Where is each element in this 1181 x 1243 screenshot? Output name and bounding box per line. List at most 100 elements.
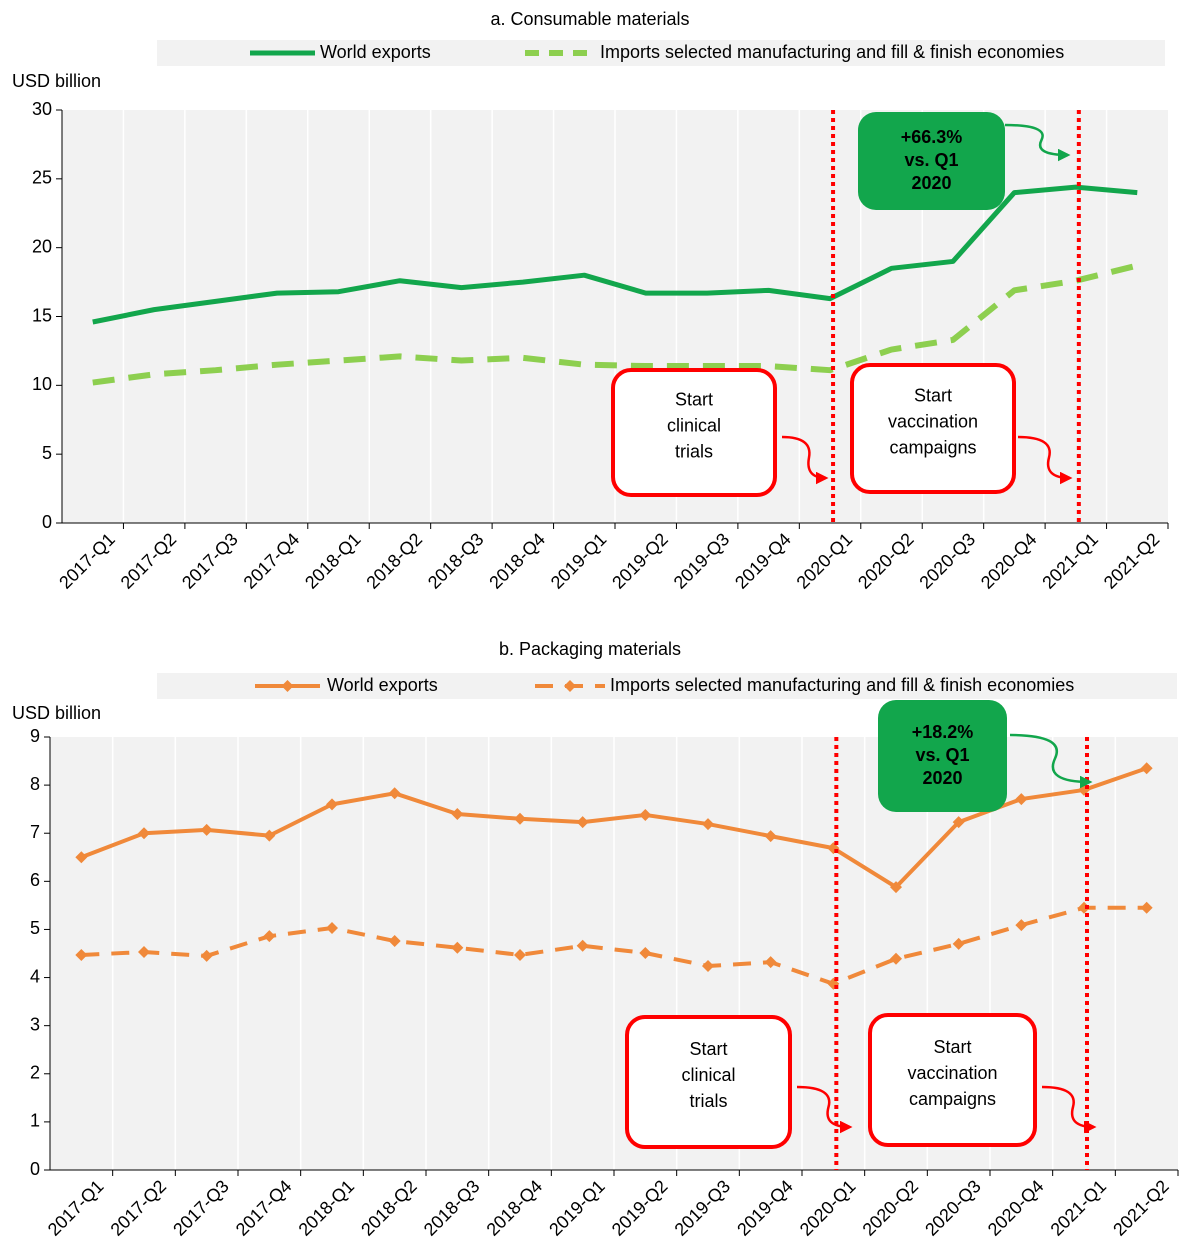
annotation-text: trials <box>689 1091 727 1111</box>
point-marker <box>576 939 589 952</box>
point-marker <box>1015 919 1028 932</box>
x-tick-label: 2021-Q1 <box>1038 529 1102 593</box>
legend-label: World exports <box>320 42 431 62</box>
legend-label: Imports selected manufacturing and fill … <box>610 675 1074 695</box>
annotation-text: vaccination <box>888 411 978 431</box>
point-marker <box>1078 901 1090 914</box>
annotation-text: Start <box>675 389 713 409</box>
annotation-text: trials <box>675 441 713 461</box>
y-tick-label: 30 <box>32 99 52 119</box>
x-tick-label: 2018-Q3 <box>420 1176 484 1240</box>
x-tick-label: 2019-Q2 <box>608 1176 672 1240</box>
y-tick-label: 3 <box>30 1014 40 1034</box>
legend-label: World exports <box>327 675 438 695</box>
x-tick-label: 2020-Q4 <box>984 1176 1048 1240</box>
point-marker <box>514 948 526 961</box>
point-marker <box>890 952 902 965</box>
y-tick-label: 0 <box>42 512 52 532</box>
y-tick-label: 8 <box>30 774 40 794</box>
x-tick-label: 2020-Q3 <box>915 529 979 593</box>
x-tick-label: 2018-Q4 <box>485 529 549 593</box>
annotation-arrow <box>1041 1085 1097 1134</box>
point-marker <box>326 798 338 811</box>
x-tick-label: 2021-Q2 <box>1100 529 1164 593</box>
point-marker <box>764 830 777 843</box>
annotation-text: clinical <box>681 1065 735 1085</box>
x-tick-label: 2020-Q4 <box>977 529 1041 593</box>
x-tick-label: 2019-Q4 <box>731 529 795 593</box>
chart-title: b. Packaging materials <box>499 639 681 659</box>
annotation-box <box>850 363 1016 494</box>
point-marker <box>263 829 276 842</box>
point-marker <box>514 812 526 825</box>
annotation-arrow <box>1017 435 1073 485</box>
x-tick-label: 2020-Q1 <box>796 1176 860 1240</box>
point-marker <box>576 816 589 829</box>
x-tick-label: 2017-Q2 <box>107 1176 171 1240</box>
point-marker <box>1140 901 1153 914</box>
chart-title: a. Consumable materials <box>490 9 689 29</box>
x-tick-label: 2019-Q1 <box>547 529 611 593</box>
y-tick-label: 5 <box>42 443 52 463</box>
annotation-text: 2020 <box>922 768 962 788</box>
x-tick-label: 2018-Q4 <box>483 1176 547 1240</box>
point-marker <box>138 827 150 840</box>
point-marker <box>388 787 401 800</box>
annotation-text: 2020 <box>911 173 951 193</box>
point-marker <box>326 922 338 935</box>
point-marker <box>451 941 464 954</box>
y-tick-label: 10 <box>32 374 52 394</box>
point-marker <box>388 934 401 947</box>
annotation-arrow <box>1004 123 1071 162</box>
x-tick-label: 2017-Q3 <box>169 1176 233 1240</box>
annotation-text: Start <box>933 1037 971 1057</box>
annotation-box <box>611 368 777 497</box>
y-tick-label: 15 <box>32 305 52 325</box>
annotation-arrow <box>1009 733 1093 789</box>
annotation-box <box>868 1013 1037 1147</box>
x-tick-label: 2019-Q2 <box>608 529 672 593</box>
x-tick-label: 2020-Q1 <box>793 529 857 593</box>
x-tick-label: 2017-Q3 <box>178 529 242 593</box>
point-marker <box>952 937 965 950</box>
point-marker <box>639 808 652 821</box>
series-line <box>81 905 1147 986</box>
x-tick-label: 2019-Q3 <box>671 1176 735 1240</box>
y-axis-label: USD billion <box>12 703 101 723</box>
point-marker <box>451 807 464 820</box>
x-tick-label: 2020-Q2 <box>854 529 918 593</box>
point-marker <box>281 680 294 692</box>
x-tick-label: 2018-Q1 <box>301 529 365 593</box>
x-tick-label: 2017-Q4 <box>240 529 304 593</box>
x-tick-label: 2020-Q2 <box>859 1176 923 1240</box>
point-marker <box>702 960 714 973</box>
x-tick-label: 2017-Q2 <box>117 529 181 593</box>
annotation-arrow <box>781 435 829 485</box>
legend-background <box>157 40 1165 66</box>
annotation-text: campaigns <box>889 437 976 457</box>
series-line <box>92 262 1138 386</box>
y-tick-label: 9 <box>30 726 40 746</box>
point-marker <box>75 851 88 864</box>
point-marker <box>702 818 714 831</box>
y-tick-label: 25 <box>32 168 52 188</box>
y-tick-label: 2 <box>30 1063 40 1083</box>
x-tick-label: 2018-Q2 <box>357 1176 421 1240</box>
annotation-text: +66.3% <box>901 127 963 147</box>
annotation-text: vs. Q1 <box>915 745 969 765</box>
annotation-box <box>625 1015 792 1149</box>
y-tick-label: 0 <box>30 1159 40 1179</box>
annotation-text: Start <box>914 385 952 405</box>
point-marker <box>890 881 902 894</box>
point-marker <box>1015 793 1028 806</box>
annotation-text: clinical <box>667 415 721 435</box>
y-axis-label: USD billion <box>12 71 101 91</box>
y-tick-label: 20 <box>32 236 52 256</box>
annotation-text: vs. Q1 <box>904 150 958 170</box>
annotation-text: +18.2% <box>912 722 974 742</box>
y-tick-label: 6 <box>30 870 40 890</box>
x-tick-label: 2018-Q2 <box>362 529 426 593</box>
x-tick-label: 2019-Q1 <box>545 1176 609 1240</box>
x-tick-label: 2017-Q1 <box>55 529 119 593</box>
point-marker <box>1140 762 1153 775</box>
